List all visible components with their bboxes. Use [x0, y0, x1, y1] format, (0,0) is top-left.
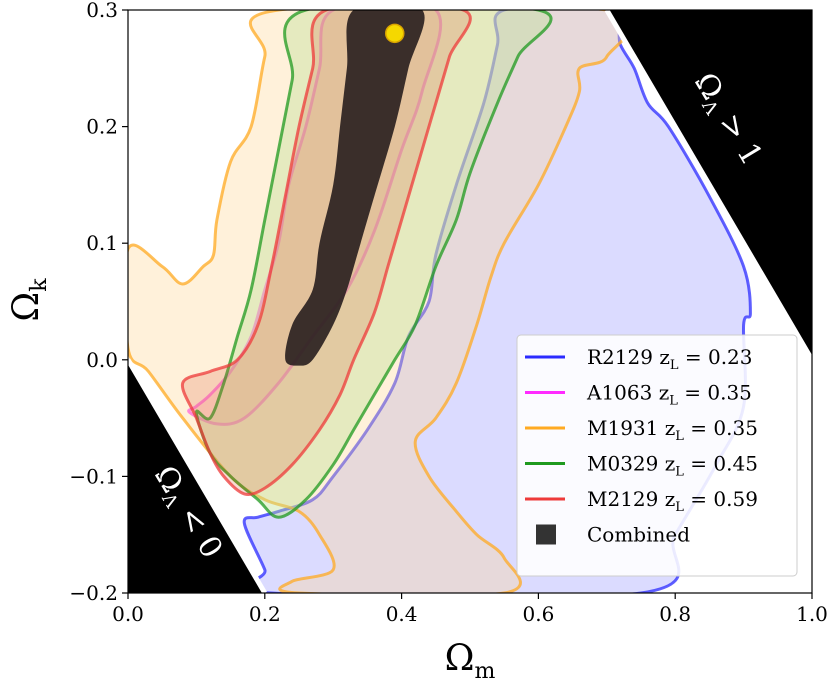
legend-label: R2129 zL = 0.23 — [587, 345, 753, 373]
legend: R2129 zL = 0.23 A1063 zL = 0.35 M1931 zL =… — [516, 334, 798, 577]
x-tick-label: 0.8 — [659, 602, 691, 626]
legend-item-m1931: M1931 zL = 0.35 — [525, 416, 758, 444]
x-tick-label: 0.4 — [386, 602, 418, 626]
legend-item-r2129: R2129 zL = 0.23 — [525, 345, 753, 373]
legend-swatch — [536, 524, 556, 545]
legend-box — [516, 334, 798, 577]
contour-m1931 — [128, 10, 634, 593]
axes: Ωm Ωk 0.0 0.2 0.4 0.6 0.8 1.0 −0.2 −0.1 0.0 0.1 0.… — [6, 0, 828, 684]
excluded-edge-upper-right — [604, 10, 812, 362]
legend-label: Combined — [587, 523, 690, 547]
x-tick-label: 0.2 — [249, 602, 281, 626]
legend-label: A1063 zL = 0.35 — [586, 381, 752, 409]
contour-m0329 — [194, 10, 553, 519]
x-tick-label: 1.0 — [796, 602, 828, 626]
x-tick-label: 0.6 — [522, 602, 554, 626]
legend-item-a1063: A1063 zL = 0.35 — [525, 381, 752, 409]
legend-label: M2129 zL = 0.59 — [587, 487, 758, 515]
axes-frame — [127, 9, 813, 594]
legend-label: M1931 zL = 0.35 — [587, 416, 758, 444]
x-tick-label: 0.0 — [112, 602, 144, 626]
legend-label: M0329 zL = 0.45 — [587, 452, 758, 480]
legend-item-m0329: M0329 zL = 0.45 — [525, 452, 758, 480]
y-tick-label: 0.3 — [86, 0, 118, 22]
excluded-edge-lower-left — [128, 358, 267, 593]
x-axis-label: Ωm — [445, 638, 496, 684]
y-tick-label: −0.2 — [69, 581, 118, 605]
y-tick-label: 0.2 — [86, 115, 118, 139]
y-tick-label: 0.0 — [86, 348, 118, 372]
y-axis-label: Ωk — [6, 278, 52, 322]
contour-combined — [285, 10, 425, 366]
y-tick-label: −0.1 — [69, 464, 118, 488]
fiducial-point — [385, 23, 405, 44]
y-tick-label: 0.1 — [86, 231, 118, 255]
legend-item-combined: Combined — [536, 523, 690, 547]
legend-item-m2129: M2129 zL = 0.59 — [525, 487, 758, 515]
